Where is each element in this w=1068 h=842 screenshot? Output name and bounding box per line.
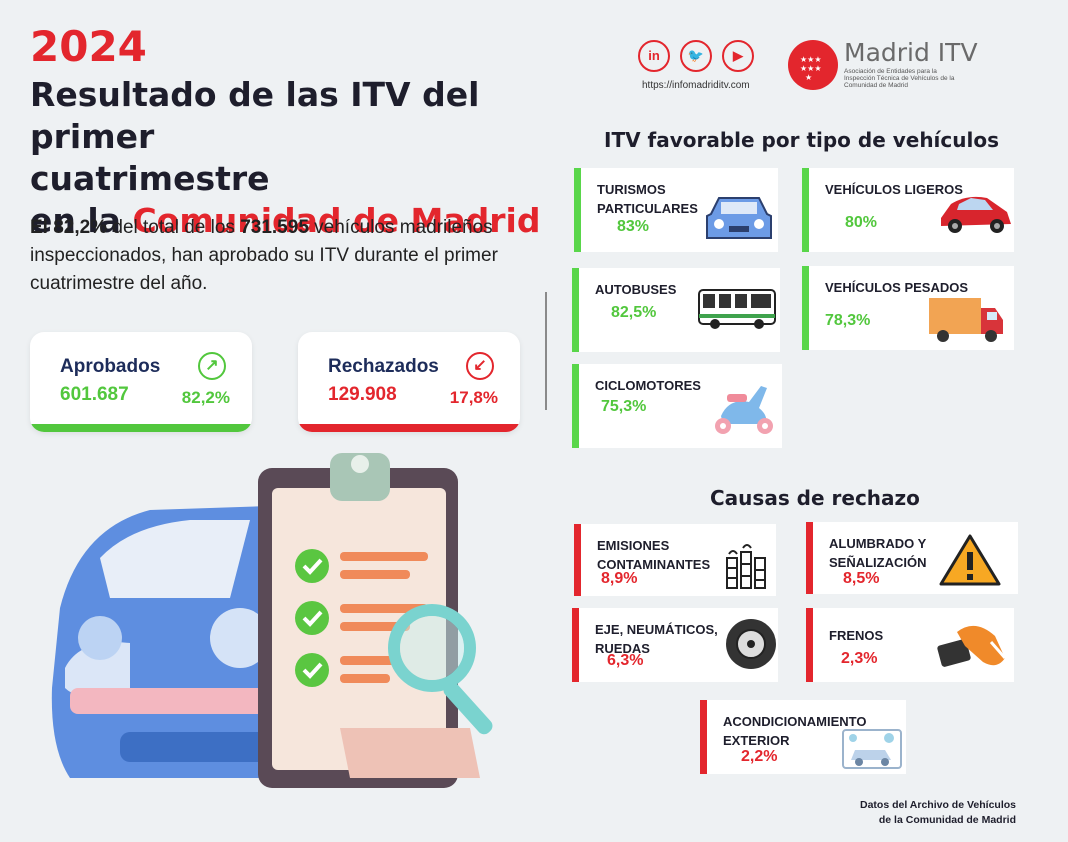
cause-name: FRENOS <box>829 626 883 645</box>
car-wash-icon <box>842 729 902 769</box>
cause-percent: 8,9% <box>601 570 638 587</box>
vehicle-card-turismos: TURISMOS PARTICULARES 83% <box>574 168 778 252</box>
source-line-1: Datos del Archivo de Vehículos <box>860 799 1016 811</box>
cause-percent: 2,3% <box>841 650 878 667</box>
cause-name-l1: FRENOS <box>829 628 884 643</box>
vehicle-percent: 83% <box>617 218 650 235</box>
title-line-3: en la Comunidad de Madrid <box>30 200 590 242</box>
website-link[interactable]: https://infomadriditv.com <box>642 80 750 91</box>
section-divider <box>545 292 547 410</box>
svg-text:★★★: ★★★ <box>800 55 822 64</box>
cause-name-l2: EXTERIOR <box>723 733 790 748</box>
linkedin-icon[interactable]: in <box>638 40 670 72</box>
cause-percent: 2,2% <box>741 748 778 765</box>
cause-name-l2: RUEDAS <box>595 641 650 656</box>
intro-text: El 82,2% del total de los 731.595 vehícu… <box>30 214 530 298</box>
youtube-icon[interactable]: ▶ <box>722 40 754 72</box>
factory-icon <box>726 544 766 589</box>
vehicle-name: AUTOBUSES <box>595 280 676 299</box>
vehicle-card-ligeros: VEHÍCULOS LIGEROS 80% <box>802 168 1014 252</box>
cause-name: ACONDICIONAMIENTO EXTERIOR <box>723 712 866 750</box>
title-line-1: Resultado de las ITV del primer <box>30 75 480 156</box>
title-highlight: Comunidad de Madrid <box>132 201 541 240</box>
vehicle-percent: 82,5% <box>611 304 657 321</box>
cause-name: ALUMBRADO Y SEÑALIZACIÓN <box>829 534 927 572</box>
vehicle-percent: 75,3% <box>601 398 647 415</box>
bus-icon <box>698 289 776 329</box>
madrid-itv-logo-icon: ★★★ ★★★ ★ <box>788 40 838 90</box>
cause-name-l1: ALUMBRADO Y <box>829 536 927 551</box>
arrow-down-left-icon: ↙ <box>466 352 494 380</box>
arrow-up-right-icon: ↗ <box>198 352 226 380</box>
cause-name-l1: EJE, NEUMÁTICOS, <box>595 622 718 637</box>
rejected-percent: 17,8% <box>449 388 498 407</box>
cause-card-frenos: FRENOS 2,3% <box>806 608 1014 682</box>
vehicle-card-ciclomotores: CICLOMOTORES 75,3% <box>572 364 782 448</box>
twitter-icon[interactable]: 🐦 <box>680 40 712 72</box>
approved-card: Aprobados ↗ 601.687 82,2% <box>30 332 252 432</box>
vehicle-card-autobuses: AUTOBUSES 82,5% <box>572 268 780 352</box>
page-title: Resultado de las ITV del primer cuatrime… <box>30 74 590 242</box>
cause-name-l2: SEÑALIZACIÓN <box>829 555 927 570</box>
vehicle-name-l2: PARTICULARES <box>597 201 698 216</box>
cause-name-l1: EMISIONES <box>597 538 670 553</box>
cause-name-l2: CONTAMINANTES <box>597 557 711 572</box>
brand-name: Madrid ITV <box>844 38 978 67</box>
intro-approved-pct: El 82,2% <box>30 217 108 238</box>
vehicle-percent: 78,3% <box>825 312 871 329</box>
rejected-card: Rechazados ↙ 129.908 17,8% <box>298 332 520 432</box>
cause-card-eje: EJE, NEUMÁTICOS, RUEDAS 6,3% <box>572 608 778 682</box>
cause-percent: 8,5% <box>843 570 880 587</box>
cause-card-acondicionamiento: ACONDICIONAMIENTO EXTERIOR 2,2% <box>700 700 906 774</box>
cause-name: EMISIONES CONTAMINANTES <box>597 536 710 574</box>
scooter-icon <box>715 386 773 434</box>
intro-text-a: del total de los <box>107 217 241 238</box>
rejected-bar <box>298 424 520 432</box>
svg-text:★★★: ★★★ <box>800 64 822 73</box>
tire-icon <box>726 619 776 669</box>
cause-card-emisiones: EMISIONES CONTAMINANTES 8,9% <box>574 524 776 596</box>
brake-pedal-icon <box>937 625 1007 667</box>
vehicle-name: TURISMOS PARTICULARES <box>597 180 698 218</box>
intro-text-b: vehículos madrileños inspeccionados, han… <box>30 217 498 294</box>
cause-card-alumbrado: ALUMBRADO Y SEÑALIZACIÓN 8,5% <box>806 522 1018 594</box>
brand-subtitle: Asociación de Entidades para la Inspecci… <box>844 68 955 89</box>
title-prefix: en la <box>30 201 133 240</box>
vehicle-percent: 80% <box>845 214 878 231</box>
cause-name: EJE, NEUMÁTICOS, RUEDAS <box>595 620 718 658</box>
vehicle-name: VEHÍCULOS PESADOS <box>825 278 968 297</box>
truck-icon <box>929 298 1003 342</box>
vehicle-name-l1: AUTOBUSES <box>595 282 677 297</box>
vehicle-name-l1: TURISMOS <box>597 182 666 197</box>
title-line-2: cuatrimestre <box>30 159 270 198</box>
vehicle-name-l1: VEHÍCULOS PESADOS <box>825 280 969 295</box>
vehicle-name: CICLOMOTORES <box>595 376 701 395</box>
car-clipboard-illustration <box>51 453 493 788</box>
favorable-heading: ITV favorable por tipo de vehículos <box>604 128 1000 152</box>
approved-bar <box>30 424 252 432</box>
rejected-label: Rechazados <box>328 356 439 377</box>
warning-icon <box>939 534 1001 586</box>
car-front-icon <box>706 197 772 239</box>
svg-text:★: ★ <box>805 73 812 82</box>
approved-value: 601.687 <box>60 384 129 405</box>
year-heading: 2024 <box>30 22 147 71</box>
vehicle-name: VEHÍCULOS LIGEROS <box>825 180 963 199</box>
data-source-note: Datos del Archivo de Vehículos de la Com… <box>820 798 1016 828</box>
rejection-heading: Causas de rechazo <box>710 486 920 510</box>
red-car-icon <box>941 196 1011 233</box>
approved-percent: 82,2% <box>181 388 230 407</box>
cause-percent: 6,3% <box>607 652 644 669</box>
vehicle-card-pesados: VEHÍCULOS PESADOS 78,3% <box>802 266 1014 350</box>
source-line-2: de la Comunidad de Madrid <box>878 814 1016 826</box>
vehicle-name-l1: CICLOMOTORES <box>595 378 701 393</box>
vehicle-name-l1: VEHÍCULOS LIGEROS <box>825 182 963 197</box>
intro-total: 731.595 <box>240 217 309 238</box>
rejected-value: 129.908 <box>328 384 397 405</box>
approved-label: Aprobados <box>60 356 161 377</box>
cause-name-l1: ACONDICIONAMIENTO <box>723 714 867 729</box>
